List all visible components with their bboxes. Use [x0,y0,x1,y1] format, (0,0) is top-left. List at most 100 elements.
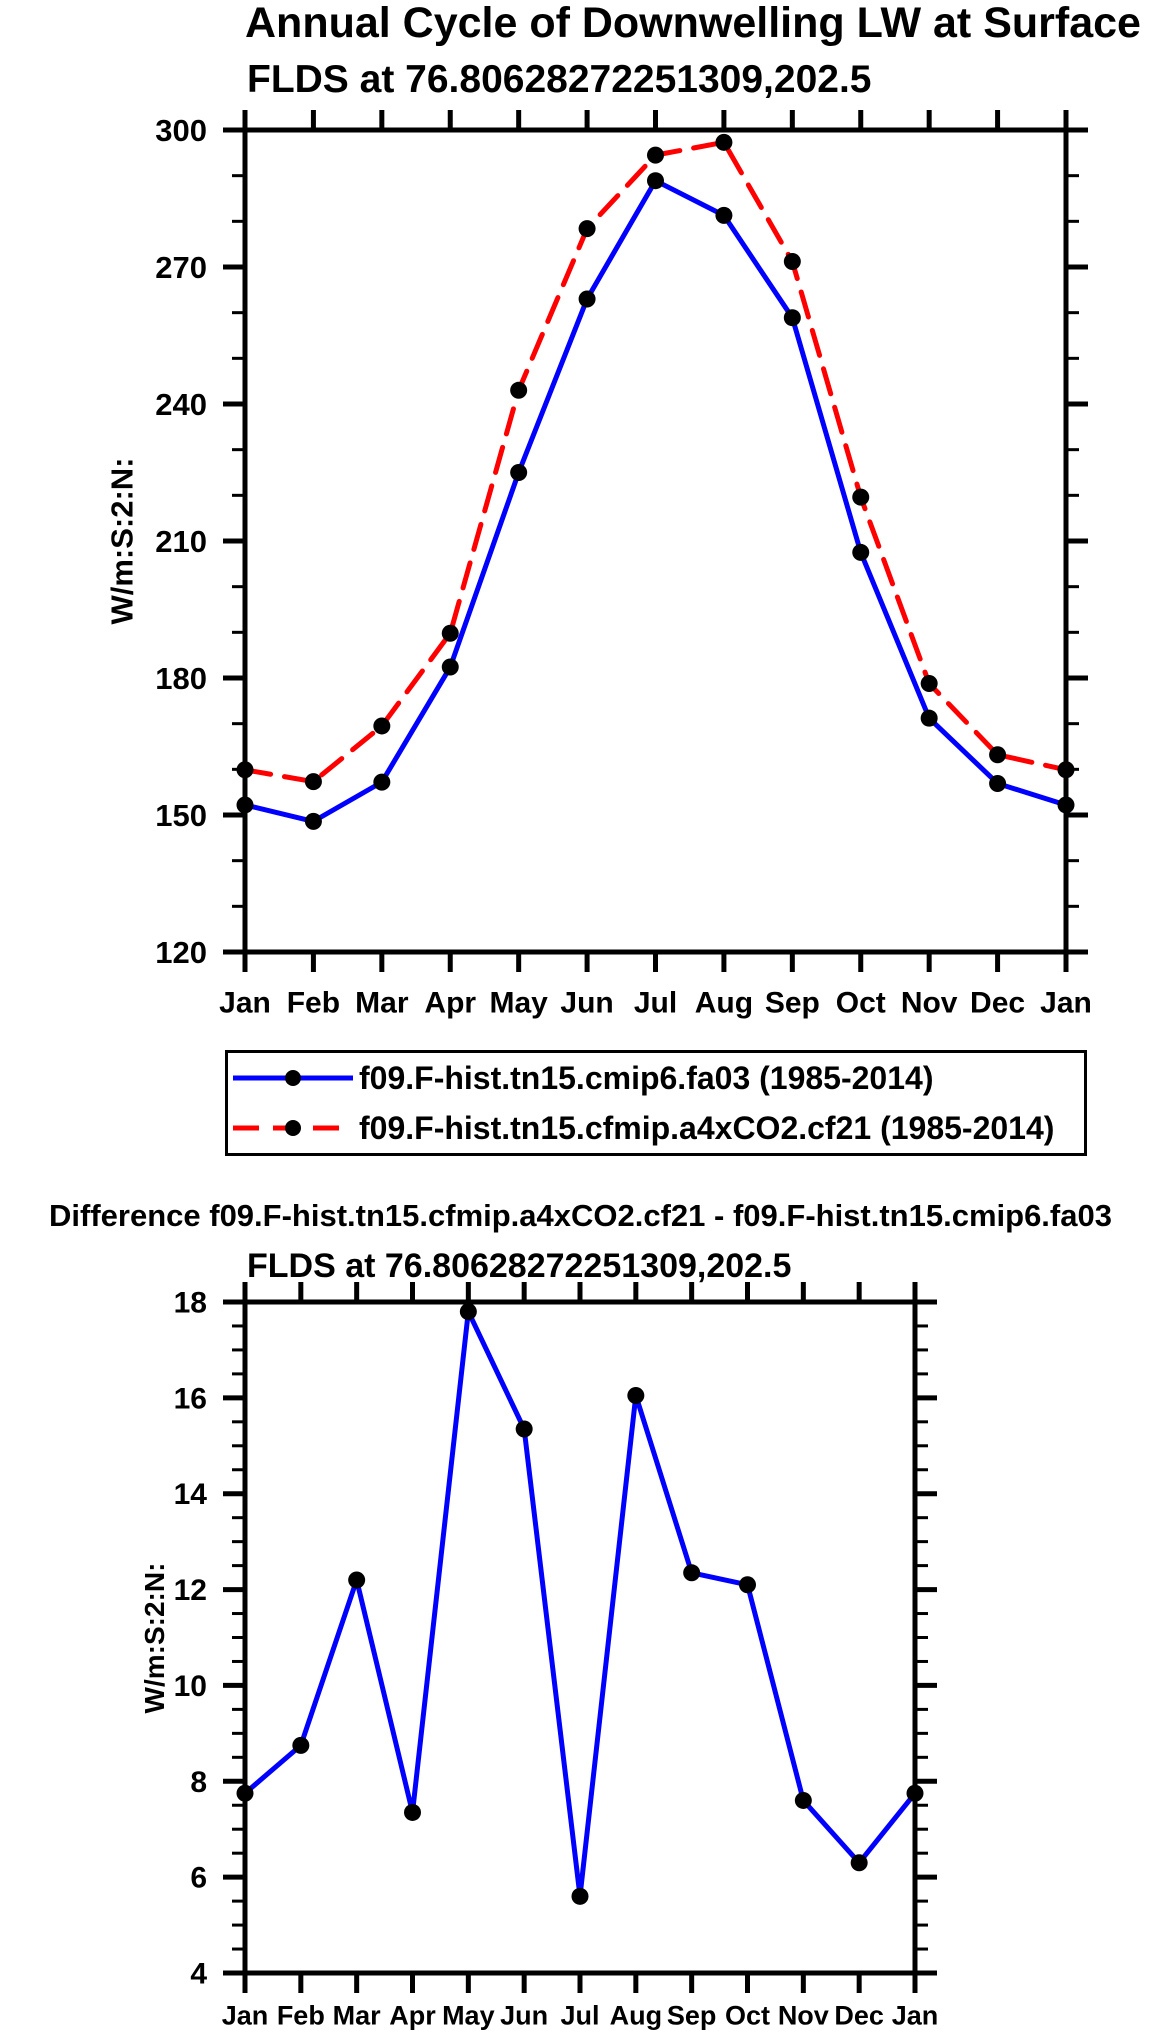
series-line [242,1309,918,1899]
data-point-marker [404,1803,421,1821]
y-tick-label: 18 [174,1287,207,1320]
data-point-marker [647,146,664,164]
legend-line-sample-dashed-red [233,1120,353,1136]
data-point-marker [304,812,322,830]
data-point-marker [783,309,801,327]
y-tick-label: 16 [174,1382,207,1415]
legend-marker-dot-icon [285,1070,301,1086]
data-point-marker [441,624,459,642]
x-tick-label: Feb [287,987,340,1020]
y-tick-label: 14 [174,1478,208,1511]
y-tick-label: 120 [155,935,207,970]
y-tick-label: 12 [174,1574,207,1607]
data-point-marker [715,133,733,151]
y-tick-label: 8 [190,1766,207,1799]
data-point-marker [1057,796,1075,814]
data-point-marker [920,709,938,727]
difference-chart-y-axis-label: W/m:S:2:N: [139,1562,170,1714]
x-tick-label: Aug [610,2000,662,2030]
x-tick-label: Apr [389,2000,436,2030]
data-point-marker [683,1564,701,1582]
data-point-marker [627,1386,645,1404]
data-point-marker [515,1420,533,1438]
difference-chart-subtitle: FLDS at 76.80628272251309,202.5 [247,1247,792,1285]
x-tick-label: Jun [500,2000,548,2030]
x-tick-label: Sep [765,987,820,1020]
data-point-marker [304,773,322,791]
data-point-marker [236,1784,254,1802]
y-tick-label: 6 [190,1862,207,1895]
data-point-marker [510,464,528,481]
x-tick-label: Jan [892,2000,939,2030]
x-tick-label: Nov [901,987,958,1020]
y-tick-label: 10 [174,1670,207,1703]
x-tick-label: Jan [222,2000,269,2030]
y-tick-label: 150 [155,798,207,833]
x-tick-label: Sep [667,2000,717,2030]
x-tick-label: Jul [634,987,677,1020]
x-tick-label: Jun [560,987,613,1020]
data-point-marker [373,773,391,791]
data-point-marker [852,488,870,506]
x-tick-label: Aug [695,987,753,1020]
data-point-marker [578,290,596,308]
main-chart-title: Annual Cycle of Downwelling LW at Surfac… [245,0,1141,47]
data-point-marker [292,1736,310,1754]
legend: f09.F-hist.tn15.cmip6.fa03 (1985-2014) f… [225,1050,1087,1156]
x-tick-label: Dec [970,987,1025,1020]
legend-label-a4xco2: f09.F-hist.tn15.cfmip.a4xCO2.cf21 (1985-… [359,1110,1055,1146]
data-point-marker [459,1303,477,1321]
data-point-marker [441,658,459,676]
x-tick-label: May [442,2000,495,2030]
data-point-marker [578,220,596,238]
legend-label-cmip6: f09.F-hist.tn15.cmip6.fa03 (1985-2014) [359,1060,934,1096]
difference-chart-title: Difference f09.F-hist.tn15.cfmip.a4xCO2.… [49,1198,1112,1233]
x-tick-label: Feb [277,2000,325,2030]
data-point-marker [739,1576,756,1594]
data-point-marker [373,717,391,735]
data-point-marker [989,746,1007,764]
x-tick-label: Oct [725,2000,770,2030]
y-tick-label: 300 [155,113,207,148]
legend-line-sample-solid-blue [233,1070,353,1086]
legend-item-a4xco2: f09.F-hist.tn15.cfmip.a4xCO2.cf21 (1985-… [231,1108,1054,1148]
data-point-marker [1057,761,1075,779]
data-point-marker [783,253,801,271]
data-point-marker [920,674,938,692]
series-line [242,139,1069,785]
y-tick-label: 210 [155,524,207,559]
x-tick-label: Jan [219,987,271,1020]
main-chart-subtitle: FLDS at 76.80628272251309,202.5 [247,58,872,101]
data-point-marker [571,1887,589,1905]
x-tick-label: Apr [424,987,476,1020]
data-point-marker [906,1784,924,1802]
data-point-marker [850,1854,868,1872]
series-line [242,178,1069,824]
y-tick-label: 240 [155,387,207,422]
data-point-marker [510,381,528,399]
x-tick-label: Jul [560,2000,599,2030]
x-tick-label: Mar [355,987,409,1020]
data-point-marker [348,1571,366,1589]
data-point-marker [794,1791,812,1809]
data-point-marker [852,543,870,561]
x-tick-label: May [489,987,548,1020]
main-chart-y-axis-label: W/m:S:2:N: [104,457,140,625]
y-tick-label: 4 [190,1958,207,1991]
y-tick-label: 180 [155,661,207,696]
plot-frame [242,127,1069,955]
data-point-marker [989,774,1007,792]
x-tick-label: Oct [836,987,886,1020]
data-point-marker [236,761,254,779]
plot-frame [242,1299,918,1976]
data-point-marker [647,172,664,190]
data-point-marker [236,796,254,814]
x-tick-label: Jan [1040,987,1092,1020]
x-tick-label: Dec [834,2000,884,2030]
legend-marker-dot-icon [285,1120,301,1136]
x-tick-label: Nov [778,2000,829,2030]
legend-item-cmip6: f09.F-hist.tn15.cmip6.fa03 (1985-2014) [231,1058,933,1098]
x-tick-label: Mar [333,2000,382,2030]
